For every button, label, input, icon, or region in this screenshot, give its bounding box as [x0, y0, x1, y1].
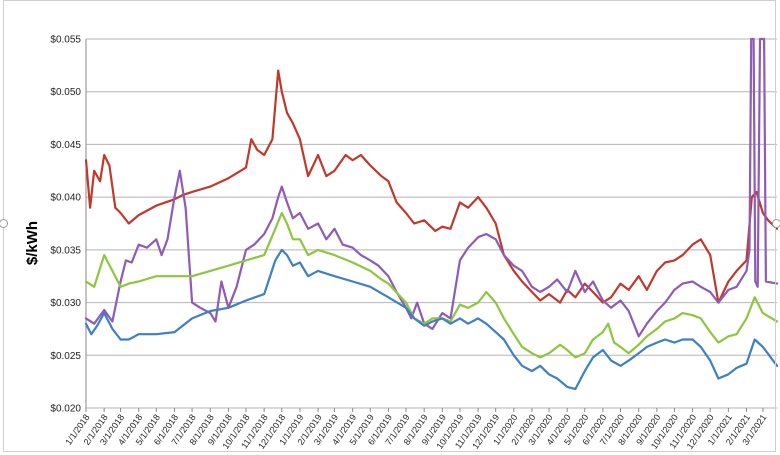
y-tick-label: $0.055: [50, 35, 81, 46]
y-tick-label: $0.045: [50, 140, 81, 151]
resize-handle-right[interactable]: [772, 219, 780, 228]
series-line-1: [84, 69, 779, 304]
series-lines: [84, 37, 779, 391]
y-tick-label: $0.050: [50, 87, 81, 98]
y-tick-label: $0.035: [50, 245, 81, 256]
chart-border: [3, 0, 776, 452]
series-line-4: [84, 248, 779, 391]
y-axis-ticks: $0.020 $0.025 $0.030 $0.035 $0.040 $0.045 $0.0…: [50, 35, 81, 415]
y-tick-label: $0.025: [50, 351, 81, 362]
y-tick-label: $0.020: [50, 404, 81, 415]
y-axis-label: $/kWh: [24, 221, 41, 265]
gridlines: [85, 38, 777, 409]
series-line-3: [84, 211, 779, 359]
resize-handle-left[interactable]: [0, 219, 8, 228]
y-tick-label: $0.030: [50, 298, 81, 309]
y-tick-label: $0.040: [50, 193, 81, 204]
